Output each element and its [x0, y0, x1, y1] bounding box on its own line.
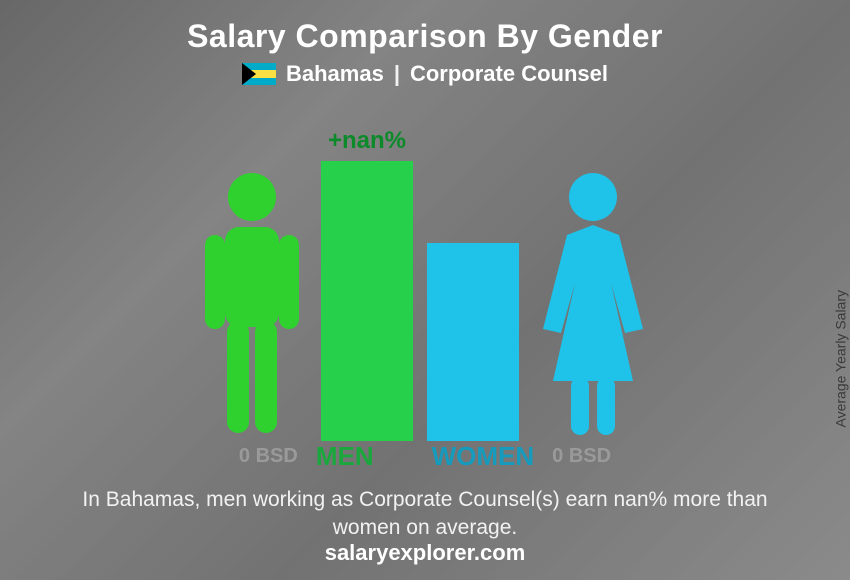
- job-title-label: Corporate Counsel: [410, 61, 608, 87]
- man-icon-column: [197, 171, 307, 441]
- woman-icon-column: [533, 171, 653, 441]
- bar-men: +nan%: [321, 161, 413, 441]
- man-icon: [197, 171, 307, 441]
- description-text: In Bahamas, men working as Corporate Cou…: [75, 486, 775, 543]
- bar-women: [427, 243, 519, 441]
- labels-row: 0 BSD MEN WOMEN 0 BSD: [145, 441, 705, 472]
- footer-source: salaryexplorer.com: [0, 540, 850, 566]
- infographic-container: Salary Comparison By Gender Bahamas | Co…: [0, 0, 850, 580]
- separator: |: [394, 61, 400, 87]
- women-category-label: WOMEN: [432, 441, 535, 472]
- subtitle-row: Bahamas | Corporate Counsel: [242, 61, 608, 87]
- chart-area: +nan%: [145, 111, 705, 441]
- men-salary-value: 0 BSD: [239, 445, 298, 468]
- y-axis-label: Average Yearly Salary: [832, 290, 848, 428]
- difference-label: +nan%: [328, 127, 406, 155]
- woman-icon: [533, 171, 653, 441]
- men-category-label: MEN: [316, 441, 374, 472]
- page-title: Salary Comparison By Gender: [187, 18, 663, 55]
- bahamas-flag-icon: [242, 63, 276, 85]
- country-label: Bahamas: [286, 61, 384, 87]
- women-salary-value: 0 BSD: [552, 445, 611, 468]
